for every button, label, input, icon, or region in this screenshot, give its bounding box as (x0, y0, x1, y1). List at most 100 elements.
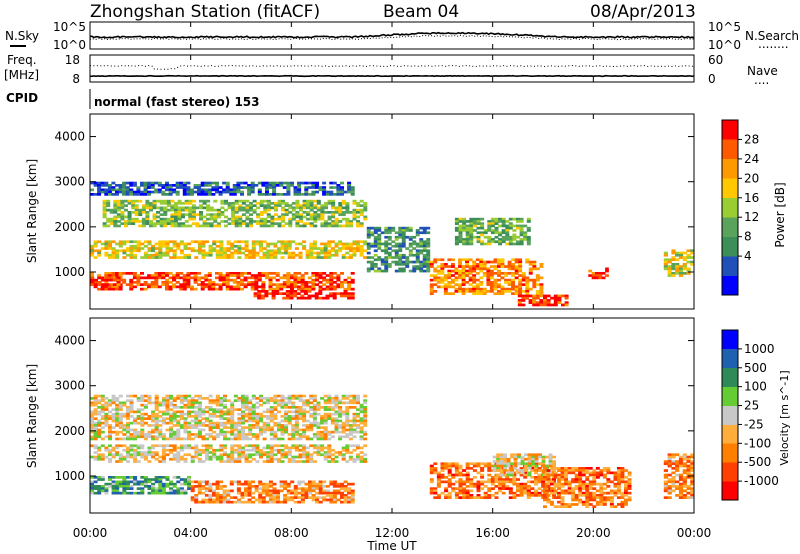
power-cell (465, 274, 469, 277)
velocity-cell (523, 471, 528, 475)
velocity-cell (90, 421, 94, 425)
power-cell (118, 285, 123, 289)
velocity-cell (136, 480, 141, 484)
power-cell (309, 217, 314, 221)
velocity-cell (133, 460, 138, 463)
velocity-cell (219, 480, 224, 484)
power-cell (286, 190, 291, 194)
power-cell (170, 206, 175, 210)
velocity-cell (100, 478, 105, 481)
velocity-cell (323, 408, 328, 411)
velocity-cell (111, 408, 116, 411)
velocity-cell (90, 426, 94, 429)
power-cell (141, 204, 146, 207)
power-cell (249, 213, 253, 216)
velocity-cell (115, 485, 120, 488)
power-cell (212, 247, 217, 250)
velocity-cell (179, 487, 184, 490)
velocity-cell (280, 451, 285, 454)
velocity-cell (233, 500, 238, 504)
velocity-cell (429, 480, 434, 484)
power-cell (327, 253, 332, 257)
power-cell (422, 260, 427, 264)
velocity-cell (305, 428, 310, 432)
velocity-cell (359, 435, 364, 439)
power-cell (193, 272, 198, 275)
power-cell (454, 269, 459, 273)
power-cell (447, 285, 452, 289)
power-cell (247, 190, 252, 194)
velocity-cell (356, 412, 360, 416)
power-cell (279, 193, 284, 196)
velocity-cell (269, 408, 274, 411)
power-cell (157, 190, 162, 194)
power-cell (161, 276, 166, 280)
velocity-cell (352, 394, 357, 398)
velocity-cell (251, 435, 256, 439)
power-cell (398, 231, 403, 235)
power-cell (401, 231, 406, 235)
power-cell (269, 256, 274, 259)
power-cell (116, 276, 121, 280)
velocity-cell (194, 399, 199, 402)
power-cell (322, 181, 327, 185)
velocity-cell (215, 415, 220, 418)
velocity-cell (487, 496, 492, 499)
power-cell (286, 276, 291, 280)
power-cell (154, 181, 159, 185)
power-cell (519, 242, 524, 246)
power-cell (271, 290, 276, 293)
velocity-cell (291, 444, 296, 448)
velocity-cell (147, 435, 152, 439)
velocity-cell (552, 464, 556, 468)
power-cell (222, 278, 227, 282)
velocity-cell (343, 485, 348, 488)
power-cell (675, 263, 680, 266)
velocity-cell (345, 417, 350, 420)
velocity-cell (90, 424, 94, 427)
velocity-cell (505, 478, 510, 481)
velocity-cell (208, 455, 213, 459)
power-cell (493, 267, 498, 271)
power-cell (297, 285, 302, 289)
velocity-cell (126, 476, 130, 479)
velocity-cell (205, 455, 209, 459)
velocity-cell (140, 415, 145, 418)
power-cell (182, 186, 187, 189)
velocity-cell (111, 480, 116, 484)
velocity-cell (147, 397, 152, 400)
velocity-cell (330, 408, 335, 411)
velocity-cell (255, 437, 260, 441)
velocity-cell (291, 424, 296, 427)
power-cell (237, 249, 242, 253)
power-cell (216, 213, 221, 216)
power-cell (104, 188, 109, 192)
power-cell (104, 281, 109, 284)
velocity-cell (506, 460, 511, 463)
power-cell (415, 265, 420, 268)
power-cell (345, 224, 350, 228)
velocity-cell (169, 433, 174, 436)
power-cell (211, 281, 216, 284)
power-cell (340, 188, 344, 192)
power-cell (461, 265, 466, 268)
velocity-cell (359, 455, 364, 459)
velocity-cell (323, 415, 328, 418)
power-cell (219, 242, 224, 246)
power-cell (108, 240, 112, 244)
power-cell (504, 281, 508, 284)
velocity-cell (302, 424, 307, 427)
velocity-cell (197, 424, 202, 427)
velocity-cell (345, 444, 350, 448)
power-cell (461, 272, 466, 275)
power-cell (143, 181, 148, 185)
velocity-cell (161, 437, 166, 441)
velocity-cell (230, 417, 235, 420)
power-cell (252, 199, 257, 203)
velocity-cell (255, 397, 260, 400)
velocity-cell (226, 419, 231, 423)
power-cell (512, 233, 517, 237)
velocity-cell (172, 448, 177, 452)
velocity-cell (230, 415, 235, 418)
velocity-cell (265, 494, 270, 497)
